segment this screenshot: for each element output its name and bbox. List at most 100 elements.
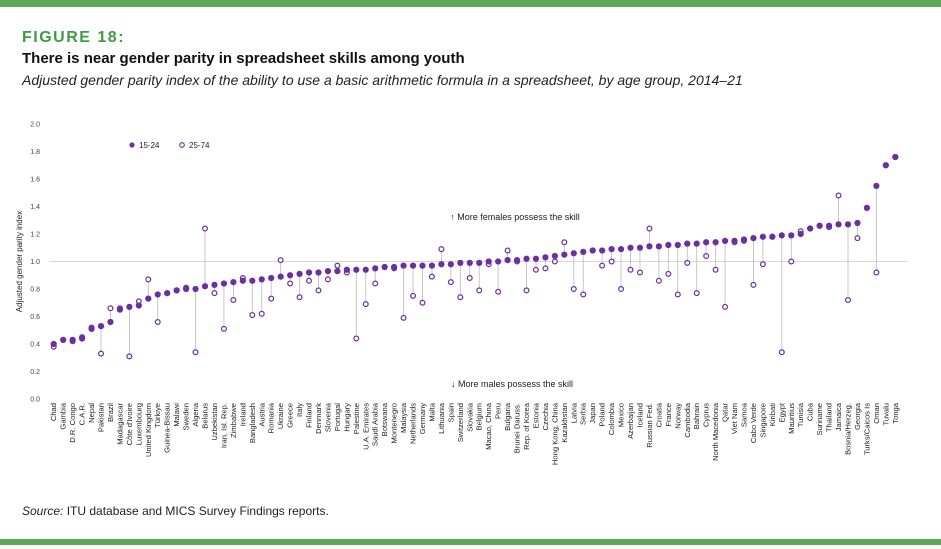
point-15-24: [154, 291, 161, 298]
point-15-24: [315, 269, 322, 276]
x-category-label: Croatia: [654, 402, 663, 427]
x-category-label: Latvia: [569, 402, 578, 423]
x-category-label: Bulgaria: [503, 402, 512, 431]
x-category-label: Kiribati: [768, 403, 777, 427]
point-15-24: [835, 221, 842, 228]
point-15-24: [561, 251, 568, 258]
point-15-24: [665, 241, 672, 249]
x-category-label: Guinea-Bissau: [163, 403, 172, 453]
x-category-label: Sweden: [182, 403, 191, 430]
point-15-24: [769, 233, 776, 240]
point-15-24: [589, 247, 596, 254]
point-25-74: [154, 319, 161, 326]
x-category-label: Botswana: [380, 402, 389, 436]
point-25-74: [324, 276, 331, 283]
point-15-24: [135, 302, 142, 309]
x-category-label: Bosnia/Herzeg.: [843, 403, 852, 455]
point-25-74: [684, 259, 691, 266]
point-25-74: [561, 239, 568, 246]
x-category-label: Macao, China: [484, 402, 493, 450]
y-tick-label: 1.2: [30, 232, 40, 239]
point-25-74: [296, 294, 303, 301]
point-25-74: [98, 350, 105, 357]
x-category-label: Germany: [418, 403, 427, 434]
point-15-24: [523, 255, 530, 262]
y-axis-label: Adjusted gender parity index: [15, 211, 24, 312]
x-category-label: Iceland: [635, 403, 644, 428]
point-15-24: [145, 295, 152, 302]
gender-parity-chart: 0.0 0.2 0.4 0.6 0.8 1.0 1.2 1.4 1.6 1.8 2.0 Adjuste…: [15, 122, 908, 465]
point-25-74: [372, 280, 379, 287]
x-category-label: Jamaica: [834, 402, 843, 431]
x-category-label: Switzerland: [456, 403, 465, 442]
point-25-74: [476, 287, 483, 294]
point-15-24: [400, 262, 407, 269]
point-15-24: [721, 237, 729, 244]
point-15-24: [495, 258, 502, 265]
legend-label-25-74: 25-74: [189, 141, 210, 150]
point-15-24: [788, 232, 795, 239]
point-15-24: [60, 336, 67, 343]
legend-label-15-24: 15-24: [139, 141, 160, 150]
point-25-74: [249, 312, 256, 319]
x-category-label: Malaysia: [399, 402, 408, 433]
x-category-label: Iran, Isl. Rep.: [219, 403, 228, 448]
point-15-24: [816, 222, 823, 229]
x-category-label: Bangladesh: [248, 403, 257, 443]
point-15-24: [69, 336, 76, 343]
x-category-label: Czechia: [541, 402, 550, 430]
x-category-label: Brazil: [106, 403, 115, 422]
point-25-74: [353, 335, 360, 342]
point-15-24: [438, 261, 445, 268]
point-15-24: [570, 250, 577, 257]
x-category-label: Belgium: [475, 403, 484, 430]
point-25-74: [627, 266, 634, 273]
point-25-74: [107, 305, 114, 312]
y-tick-label: 1.6: [30, 177, 40, 184]
x-category-label: Peru: [494, 403, 503, 419]
point-15-24: [268, 274, 275, 282]
point-15-24: [88, 325, 95, 332]
x-category-label: U.A. Emirates: [361, 403, 370, 450]
point-15-24: [249, 277, 256, 284]
point-15-24: [825, 222, 833, 229]
bottom-frame-bar: [0, 539, 941, 545]
point-15-24: [419, 262, 426, 269]
x-category-label: Gambia: [59, 402, 68, 429]
point-15-24: [78, 335, 86, 342]
x-category-label: Mexico: [617, 403, 626, 427]
x-category-label: Rep. of Korea: [522, 402, 531, 450]
point-25-74: [211, 290, 218, 297]
x-category-label: Mauritius: [787, 403, 796, 434]
point-25-74: [712, 266, 719, 273]
point-15-24: [457, 259, 464, 266]
point-15-24: [372, 265, 379, 272]
point-15-24: [627, 244, 634, 251]
point-25-74: [693, 290, 700, 297]
x-category-label: Tunisia: [796, 402, 805, 427]
point-15-24: [617, 246, 625, 253]
point-25-74: [362, 301, 369, 308]
point-25-74: [126, 353, 133, 360]
point-15-24: [211, 281, 218, 288]
point-15-24: [646, 243, 653, 250]
x-category-label: Saudi Arabia: [371, 402, 380, 446]
x-category-label: Egypt: [777, 402, 786, 422]
x-category-label: Viet Nam: [730, 403, 739, 434]
point-15-24: [892, 153, 899, 161]
point-25-74: [722, 303, 729, 310]
point-15-24: [703, 239, 710, 246]
source-prefix: Source:: [22, 504, 64, 518]
x-category-label: Ireland: [238, 403, 247, 426]
point-25-74: [599, 262, 606, 269]
point-25-74: [334, 262, 341, 269]
x-category-label: Italy: [295, 403, 304, 417]
point-15-24: [287, 272, 294, 279]
point-25-74: [674, 291, 681, 298]
point-15-24: [116, 306, 124, 313]
x-category-label: Portugal: [333, 403, 342, 432]
point-15-24: [353, 266, 360, 273]
y-tick-label: 1.0: [30, 259, 40, 266]
x-category-label: Japan: [588, 403, 597, 424]
point-25-74: [580, 291, 587, 298]
